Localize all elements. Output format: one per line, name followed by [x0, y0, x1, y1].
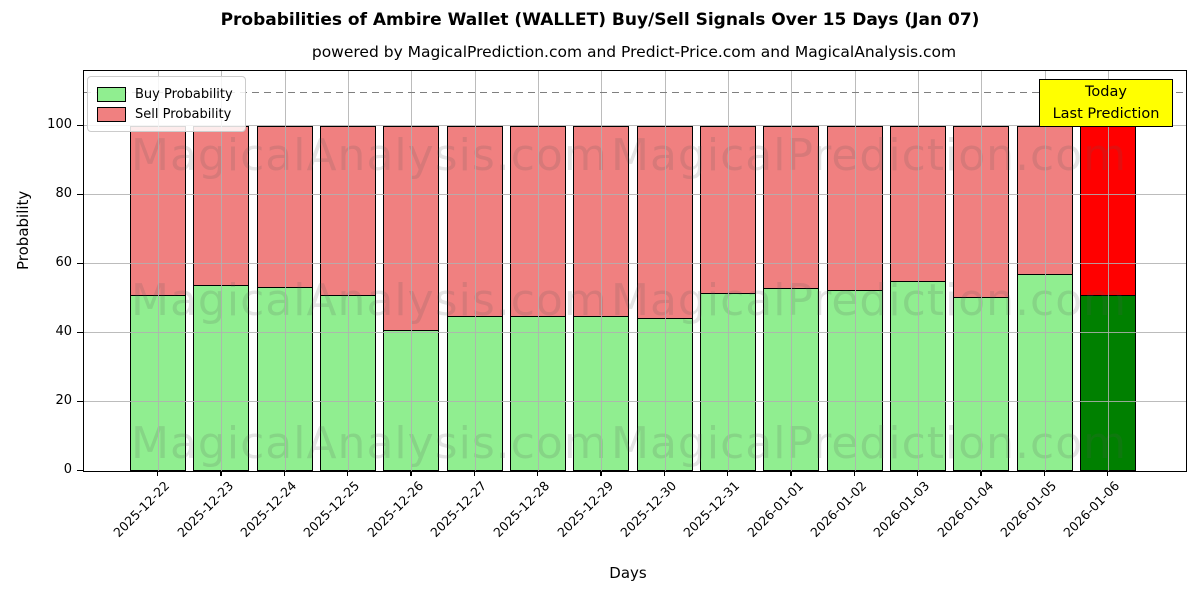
- gridline-x-2025-12-22: [158, 71, 159, 471]
- x-tick: [1043, 471, 1045, 476]
- dashed-threshold-line: [84, 91, 1186, 94]
- x-tick-label: 2026-01-03: [870, 478, 933, 540]
- watermark-text: MagicalPrediction.com: [611, 130, 1127, 181]
- watermark-text: MagicalPrediction.com: [611, 418, 1127, 469]
- chart-title: Probabilities of Ambire Wallet (WALLET) …: [220, 10, 980, 30]
- x-tick-label: 2025-12-26: [363, 478, 426, 540]
- watermark-layer: MagicalAnalysis.com MagicalPrediction.com…: [84, 71, 1186, 471]
- x-tick-label: 2025-12-22: [110, 478, 173, 540]
- gridline-x-2025-12-24: [284, 71, 286, 471]
- y-tick: [77, 125, 83, 127]
- today-annotation: Today Last Prediction: [1039, 79, 1173, 127]
- y-tick: [77, 332, 83, 334]
- legend-entry-sell: Sell Probability: [97, 104, 233, 124]
- x-tick: [726, 471, 729, 476]
- x-tick: [663, 471, 665, 476]
- gridline-y-60: [84, 263, 1186, 265]
- gridline-x-2025-12-26: [411, 71, 413, 471]
- y-tick-label: 100: [47, 117, 72, 133]
- x-tick-label: 2026-01-02: [807, 478, 870, 540]
- y-tick: [77, 401, 83, 403]
- gridline-x-2026-01-05: [1044, 71, 1046, 471]
- gridline-x-2026-01-06: [1107, 71, 1109, 471]
- gridline-x-2025-12-23: [221, 71, 223, 471]
- x-tick-label: 2026-01-05: [997, 478, 1060, 540]
- x-tick-label: 2026-01-06: [1060, 478, 1123, 540]
- gridline-x-2025-12-27: [474, 71, 476, 471]
- x-tick-label: 2025-12-27: [427, 478, 490, 540]
- watermark-text: MagicalAnalysis.com: [131, 275, 608, 326]
- watermark-text: MagicalPrediction.com: [611, 275, 1127, 326]
- y-tick: [77, 470, 83, 472]
- x-tick: [790, 471, 792, 476]
- gridline-y-80: [84, 194, 1186, 196]
- x-tick: [157, 471, 159, 476]
- legend-entry-buy: Buy Probability: [97, 84, 233, 104]
- sell-swatch-icon: [97, 106, 126, 122]
- gridline-y-20: [84, 401, 1186, 403]
- x-tick: [536, 471, 539, 476]
- x-axis-title: Days: [609, 564, 647, 582]
- x-tick: [410, 471, 412, 476]
- legend-label-buy: Buy Probability: [135, 86, 233, 102]
- watermark-text: MagicalAnalysis.com: [131, 418, 608, 469]
- x-tick: [220, 471, 222, 476]
- gridline-y-40: [84, 332, 1186, 334]
- today-annotation-line1: Today: [1085, 84, 1127, 100]
- gridline-y-100: [84, 125, 1186, 127]
- y-tick: [77, 194, 83, 196]
- y-tick: [77, 263, 83, 265]
- x-tick: [1106, 471, 1109, 476]
- gridline-x-2025-12-31: [727, 71, 729, 471]
- x-tick: [853, 471, 855, 476]
- x-tick: [283, 471, 285, 476]
- gridline-x-2025-12-30: [664, 71, 666, 471]
- x-tick: [473, 471, 475, 476]
- x-tick: [916, 471, 919, 476]
- grid-layer: [84, 71, 1186, 471]
- x-tick-label: 2025-12-30: [617, 478, 680, 540]
- x-tick-label: 2026-01-04: [933, 478, 996, 540]
- today-annotation-line2: Last Prediction: [1052, 106, 1160, 122]
- legend-label-sell: Sell Probability: [135, 106, 232, 122]
- x-tick-label: 2025-12-31: [680, 478, 743, 540]
- x-tick: [346, 471, 349, 476]
- y-axis-title: Probability: [14, 190, 32, 270]
- gridline-x-2026-01-02: [854, 71, 856, 471]
- x-tick-label: 2026-01-01: [743, 478, 806, 540]
- x-tick-label: 2025-12-23: [173, 478, 236, 540]
- x-tick-label: 2025-12-28: [490, 478, 553, 540]
- gridline-x-2026-01-04: [981, 71, 983, 471]
- x-tick-label: 2025-12-29: [553, 478, 616, 540]
- x-tick-label: 2025-12-24: [237, 478, 300, 540]
- y-tick-label: 20: [55, 393, 72, 409]
- chart-subtitle: powered by MagicalPrediction.com and Pre…: [311, 43, 957, 61]
- legend: Buy Probability Sell Probability: [87, 76, 246, 132]
- gridline-x-2026-01-03: [917, 71, 919, 471]
- x-tick-label: 2025-12-25: [300, 478, 363, 540]
- y-tick-label: 60: [55, 255, 72, 271]
- plot-area: MagicalAnalysis.com MagicalPrediction.com…: [83, 70, 1187, 472]
- watermark-text: MagicalAnalysis.com: [131, 130, 608, 181]
- gridline-x-2025-12-25: [347, 71, 349, 471]
- gridline-x-2025-12-29: [601, 71, 603, 471]
- y-tick-label: 40: [55, 324, 72, 340]
- gridline-x-2025-12-28: [537, 71, 539, 471]
- y-tick-label: 80: [55, 186, 72, 202]
- x-tick: [600, 471, 602, 476]
- buy-swatch-icon: [97, 86, 126, 102]
- gridline-x-2026-01-01: [791, 71, 793, 471]
- y-tick-label: 0: [63, 462, 72, 477]
- x-tick: [980, 471, 982, 476]
